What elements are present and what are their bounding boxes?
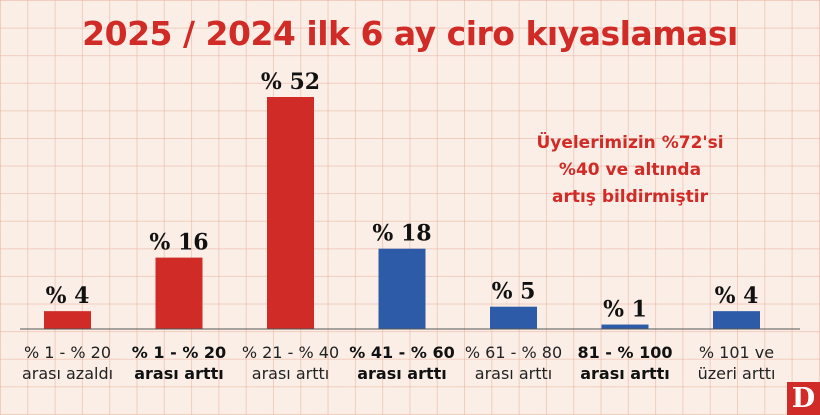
category-label-line: % 41 - % 60 [349, 343, 455, 362]
category-label: % 41 - % 60 arası arttı [342, 342, 462, 384]
category-label-line: arası azaldı [21, 364, 114, 383]
bar-value-label: % 16 [149, 230, 208, 256]
category-label-line: 81 - % 100 [577, 343, 673, 362]
bar-value-label: % 5 [492, 279, 536, 305]
category-label-line: arası arttı [474, 364, 553, 383]
bar [713, 311, 760, 329]
category-label-line: % 101 ve [698, 343, 775, 362]
category-label-line: arası arttı [580, 364, 670, 383]
bar-value-label: % 4 [715, 283, 759, 309]
bar [601, 324, 649, 329]
category-label-line: % 21 - % 40 [241, 343, 340, 362]
category-label: % 21 - % 40 arası arttı [231, 342, 351, 384]
bar-value-label: % 4 [46, 283, 90, 309]
category-label-line: üzeri arttı [697, 364, 776, 383]
category-label-line: % 1 - % 20 [23, 343, 112, 362]
bar [155, 257, 203, 329]
bar-value-label: % 18 [372, 221, 431, 247]
bar [44, 311, 91, 329]
chart-title: 2025 / 2024 ilk 6 ay ciro kıyaslaması [82, 14, 738, 53]
category-label-line: arası arttı [357, 364, 447, 383]
annotation-line: artış bildirmiştir [551, 187, 709, 207]
bar [378, 248, 426, 329]
category-label: % 61 - % 80 arası arttı [454, 342, 574, 384]
bar [490, 306, 537, 329]
category-label: % 101 ve üzeri arttı [677, 342, 797, 384]
category-label: % 1 - % 20 arası azaldı [8, 342, 128, 384]
brand-logo: D [787, 382, 820, 415]
annotation-note: Üyelerimizin %72'si %40 ve altında artış… [520, 130, 740, 211]
category-label-line: % 61 - % 80 [464, 343, 563, 362]
category-label-line: arası arttı [251, 364, 330, 383]
category-label-line: arası arttı [134, 364, 224, 383]
bar-value-label: % 1 [603, 297, 647, 323]
annotation-line: Üyelerimizin %72'si [536, 133, 724, 153]
bar-value-label: % 52 [261, 69, 320, 95]
category-label: 81 - % 100 arası arttı [565, 342, 685, 384]
category-label: % 1 - % 20 arası arttı [119, 342, 239, 384]
category-label-line: % 1 - % 20 [131, 343, 227, 362]
annotation-line: %40 ve altında [558, 160, 702, 180]
bar [267, 97, 314, 329]
